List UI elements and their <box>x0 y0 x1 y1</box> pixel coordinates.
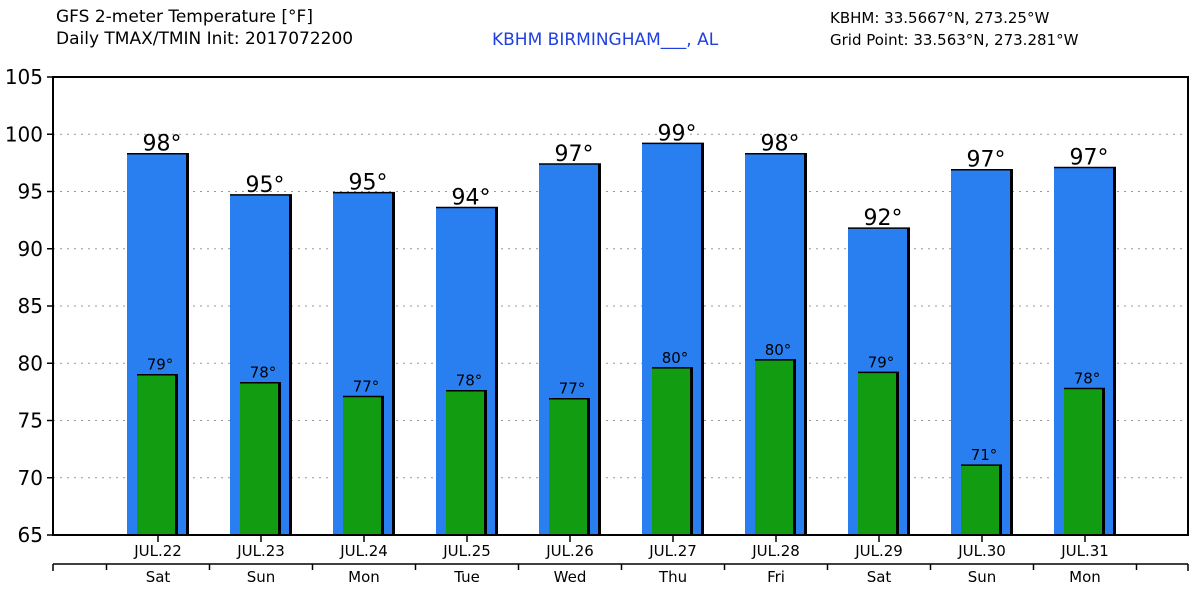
x-day-label: Mon <box>348 568 380 586</box>
tmax-label: 97° <box>1070 145 1109 170</box>
x-day-label: Thu <box>658 568 687 586</box>
y-tick-label: 80 <box>18 351 43 375</box>
tmax-label: 99° <box>658 121 697 146</box>
chart-subtitle: Daily TMAX/TMIN Init: 2017072200 <box>56 29 354 49</box>
x-date-label: JUL.23 <box>236 542 285 560</box>
x-day-label: Sun <box>968 568 997 586</box>
tmin-bar <box>858 372 896 535</box>
tmax-label: 94° <box>452 186 491 211</box>
station-name: KBHM BIRMINGHAM___, AL <box>492 30 719 50</box>
x-date-label: JUL.25 <box>442 542 491 560</box>
x-day-label: Sat <box>146 568 171 586</box>
tmin-label: 79° <box>868 353 895 371</box>
tmin-label: 78° <box>1074 369 1101 387</box>
tmin-bar <box>343 396 381 535</box>
x-date-label: JUL.29 <box>854 542 903 560</box>
tmin-label: 80° <box>662 349 689 367</box>
grid-point-coordinates: Grid Point: 33.563°N, 273.281°W <box>830 31 1079 49</box>
tmin-bar <box>961 465 999 535</box>
tmin-label: 77° <box>353 377 380 395</box>
y-tick-label: 95 <box>18 180 43 204</box>
tmin-label: 71° <box>971 446 998 464</box>
x-date-label: JUL.27 <box>648 542 697 560</box>
y-tick-label: 85 <box>18 294 43 318</box>
chart-title: GFS 2-meter Temperature [°F] <box>56 7 313 27</box>
tmin-bar <box>652 367 690 535</box>
x-date-label: JUL.24 <box>339 542 388 560</box>
tmax-label: 97° <box>555 142 594 167</box>
tmin-bar <box>1064 388 1102 535</box>
tmin-bar <box>446 390 484 535</box>
x-day-label: Sat <box>867 568 892 586</box>
x-date-label: JUL.22 <box>133 542 182 560</box>
tmin-label: 80° <box>765 341 792 359</box>
y-tick-label: 100 <box>5 122 43 146</box>
tmax-label: 95° <box>349 171 388 196</box>
x-date-label: JUL.31 <box>1060 542 1109 560</box>
y-tick-label: 90 <box>18 237 43 261</box>
y-tick-label: 75 <box>18 409 43 433</box>
tmin-label: 77° <box>559 380 586 398</box>
tmin-label: 79° <box>147 356 174 374</box>
x-day-label: Mon <box>1069 568 1101 586</box>
tmin-label: 78° <box>456 372 483 390</box>
station-coordinates: KBHM: 33.5667°N, 273.25°W <box>830 9 1050 27</box>
tmin-bar <box>240 382 278 535</box>
tmax-label: 98° <box>143 132 182 157</box>
tmax-label: 92° <box>864 206 903 231</box>
y-tick-label: 105 <box>5 65 43 89</box>
tmin-label: 78° <box>250 364 277 382</box>
x-date-label: JUL.30 <box>957 542 1006 560</box>
x-date-label: JUL.26 <box>545 542 594 560</box>
x-day-label: Sun <box>247 568 276 586</box>
tmax-label: 97° <box>967 148 1006 173</box>
x-day-label: Fri <box>767 568 785 586</box>
x-day-label: Wed <box>554 568 587 586</box>
plot-frame <box>52 76 1189 536</box>
tmax-label: 98° <box>761 132 800 157</box>
x-day-label: Tue <box>453 568 480 586</box>
y-tick-label: 65 <box>18 523 43 547</box>
tmin-bar <box>755 359 793 535</box>
tmax-label: 95° <box>246 173 285 198</box>
tmin-bar <box>549 398 587 535</box>
x-date-label: JUL.28 <box>751 542 800 560</box>
y-tick-label: 70 <box>18 466 43 490</box>
tmin-bar <box>137 374 175 535</box>
